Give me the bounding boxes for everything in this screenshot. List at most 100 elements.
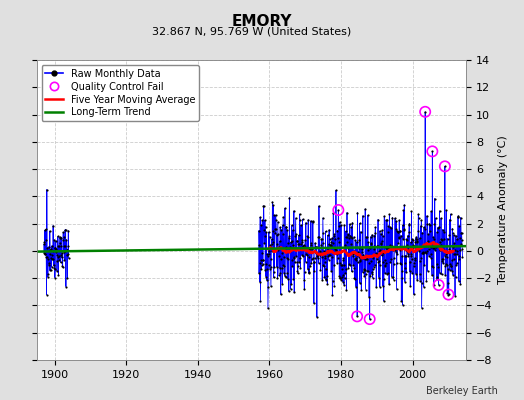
Point xyxy=(394,240,402,246)
Point xyxy=(63,275,72,281)
Point xyxy=(368,232,376,238)
Point xyxy=(397,298,406,304)
Point xyxy=(261,224,270,230)
Point xyxy=(329,210,337,216)
Point xyxy=(370,232,378,239)
Point xyxy=(339,279,347,285)
Point xyxy=(311,240,319,246)
Point xyxy=(401,253,410,259)
Point xyxy=(431,195,439,202)
Point xyxy=(313,250,322,256)
Point xyxy=(347,250,355,257)
Point xyxy=(434,282,443,288)
Point xyxy=(323,273,331,280)
Point xyxy=(304,216,312,223)
Point xyxy=(281,224,290,230)
Point xyxy=(51,266,59,272)
Point xyxy=(287,286,295,292)
Point xyxy=(373,251,381,258)
Point xyxy=(346,241,355,247)
Point xyxy=(298,252,306,258)
Point xyxy=(354,254,363,260)
Point xyxy=(392,218,400,224)
Point xyxy=(364,246,372,253)
Point xyxy=(339,257,347,264)
Point xyxy=(336,260,344,266)
Point xyxy=(367,270,376,277)
Point xyxy=(294,263,302,270)
Point xyxy=(278,265,286,271)
Point xyxy=(440,247,448,254)
Point xyxy=(260,240,268,246)
Point xyxy=(364,212,372,218)
Point xyxy=(278,222,287,228)
Point xyxy=(433,224,442,231)
Point xyxy=(457,230,465,236)
Point xyxy=(305,253,313,260)
Point xyxy=(360,273,368,279)
Point xyxy=(274,231,282,238)
Point xyxy=(282,244,290,250)
Point xyxy=(257,266,266,272)
Point xyxy=(258,261,267,267)
Point xyxy=(410,260,419,266)
Point xyxy=(301,258,310,265)
Point xyxy=(408,256,416,262)
Point xyxy=(304,270,313,276)
Point xyxy=(333,260,341,266)
Point xyxy=(441,263,450,270)
Point xyxy=(274,275,282,281)
Point xyxy=(348,235,356,241)
Point xyxy=(287,280,296,287)
Point xyxy=(381,270,389,276)
Point xyxy=(413,246,422,252)
Point xyxy=(271,226,279,232)
Point xyxy=(406,268,414,274)
Point xyxy=(256,297,265,304)
Point xyxy=(356,257,365,263)
Point xyxy=(40,241,48,247)
Point xyxy=(367,258,375,264)
Point xyxy=(355,220,364,227)
Point xyxy=(401,264,410,271)
Point xyxy=(430,236,439,242)
Point xyxy=(259,202,268,209)
Point xyxy=(50,245,59,251)
Point xyxy=(60,234,68,240)
Point xyxy=(409,245,417,251)
Point xyxy=(411,239,420,246)
Point xyxy=(290,208,298,214)
Point xyxy=(319,261,327,268)
Point xyxy=(338,273,346,280)
Point xyxy=(388,246,397,253)
Point xyxy=(293,259,301,266)
Point xyxy=(331,249,339,256)
Point xyxy=(279,262,287,268)
Point xyxy=(57,259,65,266)
Point xyxy=(384,270,392,276)
Point xyxy=(390,244,399,251)
Point xyxy=(268,241,276,247)
Point xyxy=(396,227,404,234)
Point xyxy=(46,251,54,257)
Point xyxy=(326,242,334,248)
Point xyxy=(419,250,428,256)
Point xyxy=(64,243,72,249)
Point xyxy=(381,263,390,269)
Point xyxy=(403,251,412,257)
Point xyxy=(276,238,284,244)
Point xyxy=(353,313,362,320)
Point xyxy=(306,246,314,253)
Point xyxy=(307,218,315,224)
Point xyxy=(259,256,267,263)
Point xyxy=(330,262,338,268)
Point xyxy=(62,284,70,290)
Point xyxy=(458,254,467,260)
Point xyxy=(288,222,296,229)
Point xyxy=(451,292,459,299)
Point xyxy=(457,230,466,236)
Point xyxy=(420,226,429,232)
Point xyxy=(61,226,70,233)
Point xyxy=(355,237,364,243)
Point xyxy=(59,237,67,243)
